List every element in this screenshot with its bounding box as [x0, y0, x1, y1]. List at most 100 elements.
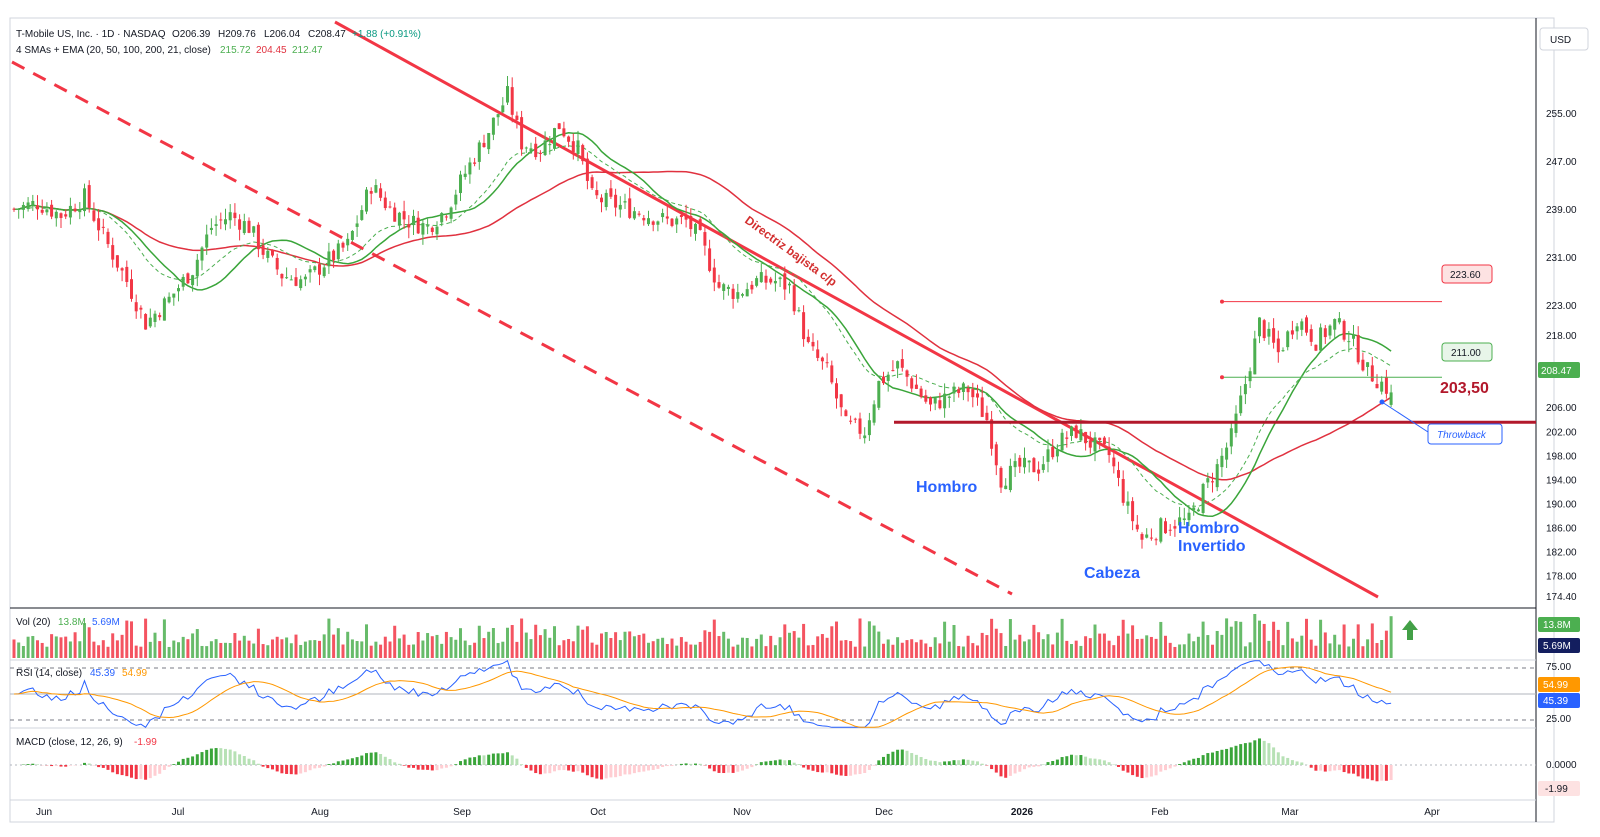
- candle: [750, 280, 754, 294]
- volume-bar: [125, 620, 129, 658]
- candle: [961, 381, 965, 401]
- currency-button[interactable]: [1539, 27, 1589, 51]
- macd-bar: [966, 759, 970, 765]
- macd-bar: [191, 756, 195, 765]
- candle: [64, 209, 68, 220]
- volume-bar: [628, 631, 632, 658]
- macd-bar: [64, 765, 68, 767]
- candle: [562, 121, 566, 138]
- volume-bar: [426, 633, 430, 658]
- label-cabeza: Cabeza: [1084, 565, 1140, 582]
- volume-bar: [571, 641, 575, 658]
- candle: [905, 369, 909, 387]
- symbol-title: T-Mobile US, Inc. · 1D · NASDAQ: [16, 29, 166, 40]
- macd-bar: [820, 765, 824, 773]
- volume-bar: [275, 636, 279, 658]
- volume-bar: [1281, 645, 1285, 658]
- volume-bar: [1018, 634, 1022, 658]
- candle: [162, 296, 166, 321]
- candle: [1187, 505, 1191, 527]
- candle: [665, 206, 669, 225]
- macd-marker-text: -1.99: [1545, 784, 1568, 795]
- volume-bar: [101, 640, 105, 658]
- macd-bar: [1258, 738, 1261, 765]
- time-tick-label: 2026: [1011, 807, 1034, 818]
- candle: [487, 132, 491, 155]
- candle: [393, 202, 397, 222]
- volume-bar: [1154, 638, 1158, 658]
- price-axis[interactable]: 255.00247.00239.00231.00223.00218.00212.…: [1546, 109, 1577, 603]
- candle: [853, 417, 857, 424]
- volume-bar: [1337, 644, 1341, 658]
- macd-bar: [750, 765, 754, 768]
- macd-bar: [595, 765, 599, 779]
- candle: [910, 376, 914, 393]
- volume-bar: [1225, 618, 1229, 658]
- volume-bar: [1131, 625, 1135, 658]
- candle: [1384, 369, 1388, 399]
- volume-bar: [905, 640, 909, 658]
- price-tick-label: 198.00: [1546, 451, 1577, 462]
- ma-indicator-label[interactable]: 4 SMAs + EMA (20, 50, 100, 200, 21, clos…: [16, 45, 211, 56]
- candle: [623, 193, 627, 209]
- macd-bar: [1225, 748, 1229, 765]
- macd-bar: [830, 765, 834, 774]
- volume-bar: [1023, 641, 1026, 658]
- candle: [1102, 436, 1106, 448]
- macd-bar: [153, 765, 157, 776]
- volume-bar: [106, 646, 110, 658]
- price-tick-label: 247.00: [1546, 157, 1577, 168]
- candle: [379, 183, 383, 202]
- candle: [383, 191, 387, 211]
- time-axis[interactable]: Jun Jul Aug Sep Oct Nov Dec 2026 Feb Mar Apr: [36, 807, 1441, 818]
- candle: [980, 386, 984, 418]
- macd-bar: [318, 765, 321, 768]
- volume-bar: [318, 640, 321, 658]
- channel-line-dashed[interactable]: [11, 60, 1013, 596]
- volume-bar: [609, 637, 613, 658]
- volume-value-1: 13.8M: [58, 617, 86, 628]
- volume-bar: [430, 636, 434, 658]
- macd-bar: [811, 765, 815, 771]
- candle: [374, 179, 378, 194]
- macd-bar: [1389, 765, 1393, 781]
- candle: [867, 412, 871, 441]
- volume-bar: [336, 628, 340, 658]
- macd-bar: [1295, 761, 1299, 765]
- volume-label[interactable]: Vol (20): [16, 617, 50, 628]
- macd-bar: [388, 759, 392, 765]
- macd-bar: [158, 765, 162, 774]
- macd-bar: [1201, 755, 1205, 765]
- macd-label[interactable]: MACD (close, 12, 26, 9): [16, 737, 123, 748]
- macd-bar: [247, 758, 251, 765]
- candle: [271, 249, 274, 258]
- volume-bar: [1060, 618, 1064, 658]
- macd-bar: [233, 751, 237, 765]
- time-tick-label: Dec: [875, 807, 893, 818]
- candle: [1258, 317, 1261, 344]
- volume-bar: [1248, 642, 1252, 658]
- volume-bar: [543, 629, 547, 658]
- candle: [1027, 460, 1031, 473]
- candle: [1084, 431, 1088, 451]
- candle: [806, 329, 810, 344]
- candle: [219, 212, 223, 230]
- macd-bar: [896, 749, 900, 765]
- volume-bar: [449, 637, 453, 658]
- macd-bar: [214, 748, 218, 765]
- macd-bar: [1008, 765, 1012, 776]
- candle: [976, 384, 979, 406]
- volume-bar: [1333, 634, 1337, 658]
- macd-bar: [1196, 757, 1200, 765]
- volume-bar: [111, 633, 115, 658]
- volume-bar: [139, 646, 143, 658]
- macd-bar: [905, 750, 909, 765]
- volume-marker-2-text: 5.69M: [1543, 641, 1571, 652]
- candle: [703, 224, 707, 256]
- macd-bar: [275, 765, 279, 772]
- rsi-label[interactable]: RSI (14, close): [16, 668, 82, 679]
- macd-bar: [694, 763, 697, 765]
- change-value: +1.88 (+0.91%): [352, 29, 421, 40]
- candle: [1149, 528, 1153, 541]
